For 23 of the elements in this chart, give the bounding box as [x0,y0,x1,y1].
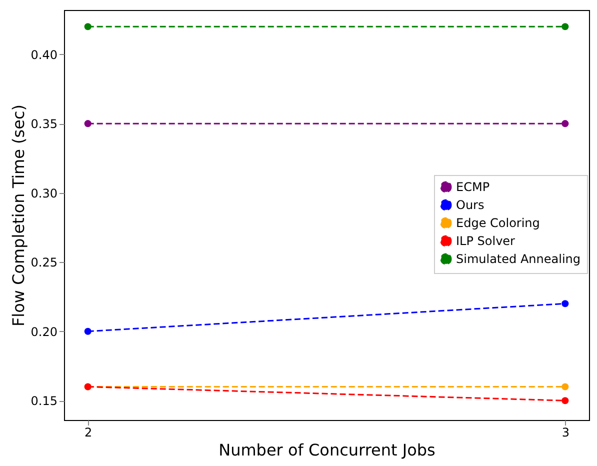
y-tick-label: 0.20 [30,324,58,339]
x-tick-label: 2 [84,426,92,440]
y-tick-label: 0.25 [30,256,58,270]
point [562,23,569,30]
legend-label: ILP Solver [456,234,516,248]
point [562,120,569,128]
legend-label: Simulated Annealing [456,252,580,266]
x-axis-title: Number of Concurrent Jobs [218,440,436,460]
point [562,397,569,404]
y-tick-label: 0.40 [30,48,58,62]
y-tick-label: 0.35 [30,117,58,132]
y-tick-label: 0.30 [30,186,58,200]
point [84,23,92,30]
y-tick-label: 0.15 [30,394,58,408]
legend-label: Ours [456,198,484,212]
point [84,120,92,128]
point [562,300,569,308]
legend-label: Edge Coloring [456,216,540,230]
legend-label: ECMP [456,180,490,194]
x-tick-label: 3 [562,426,570,440]
point [84,328,92,335]
point [562,383,569,390]
y-axis-title: Flow Completion Time (sec) [8,104,28,327]
